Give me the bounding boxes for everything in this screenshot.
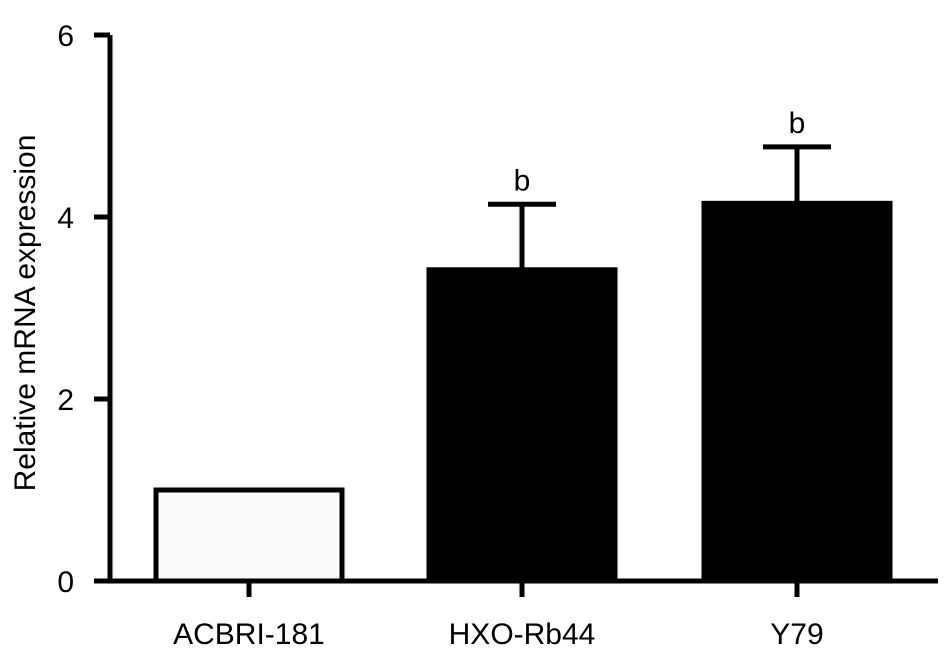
significance-label-hxo-rb44: b bbox=[514, 164, 531, 197]
y-tick-label-4: 4 bbox=[57, 202, 74, 235]
y-tick-label-0: 0 bbox=[57, 566, 74, 599]
axes bbox=[107, 35, 938, 584]
x-tick-label-y79: Y79 bbox=[770, 618, 823, 651]
x-tick-label-acbri-181: ACBRI-181 bbox=[173, 618, 325, 651]
significance-label-y79: b bbox=[789, 107, 806, 140]
y-tick-label-2: 2 bbox=[57, 384, 74, 417]
y-axis-title: Relative mRNA expression bbox=[9, 135, 42, 492]
bar-hxo-rb44 bbox=[426, 267, 618, 584]
y-tick-label-6: 6 bbox=[57, 20, 74, 53]
x-tick-label-hxo-rb44: HXO-Rb44 bbox=[449, 618, 596, 651]
plot-area: 0 2 4 6 ACBRI-181 HXO-Rb44 b Y79 b bbox=[57, 20, 893, 651]
bar-y79 bbox=[701, 200, 893, 584]
bar-acbri-181 bbox=[153, 487, 345, 584]
